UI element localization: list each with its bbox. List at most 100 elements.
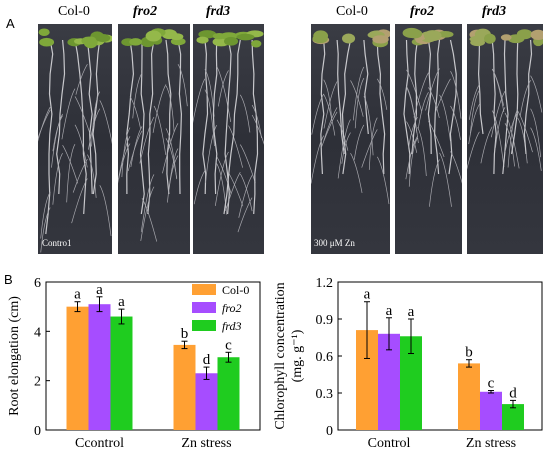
seedling-drawing <box>118 28 188 242</box>
y-tick-label: 0 <box>34 424 41 439</box>
significance-letter: a <box>74 287 81 303</box>
significance-letter: a <box>364 287 371 303</box>
lateral-root <box>519 80 531 117</box>
lateral-root <box>408 137 418 187</box>
lateral-root <box>51 113 63 168</box>
bar <box>502 404 524 430</box>
lateral-root <box>61 88 76 140</box>
lateral-root <box>165 85 175 132</box>
lateral-root <box>52 115 63 152</box>
y-tick-label: 0.9 <box>316 313 334 328</box>
lateral-root <box>353 124 365 160</box>
leaf <box>39 37 55 47</box>
root-line <box>126 39 135 195</box>
bar <box>173 344 196 430</box>
lateral-root <box>429 159 440 207</box>
root-line <box>491 39 497 175</box>
lateral-root <box>38 109 51 139</box>
leaf <box>145 30 162 42</box>
lateral-root <box>530 127 542 172</box>
lateral-root <box>140 186 155 241</box>
lateral-root <box>216 66 232 122</box>
root-line <box>433 39 441 175</box>
y-tick-label: 4 <box>34 325 41 340</box>
significance-letter: b <box>181 326 189 342</box>
seedling-drawing <box>467 28 543 175</box>
legend-label: Col-0 <box>222 283 249 297</box>
legend-swatch <box>192 284 216 295</box>
root-line <box>477 39 484 135</box>
root-line <box>147 39 155 215</box>
lateral-root <box>490 90 506 138</box>
y-axis-label: Root elongation (cm) <box>7 296 22 416</box>
leaf <box>251 40 262 48</box>
condition-label-control: Contro1 <box>42 238 72 248</box>
lateral-root <box>337 119 351 179</box>
bar <box>195 373 218 430</box>
legend-swatch <box>192 320 216 331</box>
lateral-root <box>470 89 480 134</box>
seedling-drawing <box>402 27 462 207</box>
leaf <box>236 33 255 41</box>
lateral-root <box>72 158 88 193</box>
lateral-root <box>428 120 445 158</box>
root-line <box>502 39 509 175</box>
lateral-root <box>504 122 515 167</box>
leaf <box>224 36 239 46</box>
lateral-root <box>406 121 418 153</box>
lateral-root <box>87 154 97 198</box>
y-tick-label: 2 <box>34 375 41 390</box>
y-tick-label: 0 <box>326 424 333 439</box>
root-line <box>336 39 345 155</box>
lateral-root <box>168 155 179 190</box>
seedling-drawing <box>38 28 112 253</box>
leaf <box>500 34 512 41</box>
lateral-root <box>225 171 241 211</box>
seedling-photo-col0-zn <box>311 24 390 254</box>
root-line <box>139 40 145 215</box>
lateral-root <box>376 156 390 205</box>
significance-letter: d <box>509 385 517 401</box>
lateral-root <box>193 78 206 124</box>
lateral-root <box>130 126 143 168</box>
root-line <box>74 39 87 215</box>
leaf <box>342 33 356 44</box>
lateral-root <box>40 207 51 253</box>
lateral-root <box>354 77 365 129</box>
leaf <box>95 34 111 43</box>
leaf <box>530 29 543 41</box>
x-tick-label: Zn stress <box>466 436 516 451</box>
seedling-photo-fro2-zn <box>395 24 462 254</box>
photo-label-frd3-control: frd3 <box>206 4 231 19</box>
lateral-root <box>239 144 256 184</box>
leaf <box>372 35 389 44</box>
root-line <box>223 39 241 215</box>
lateral-root <box>450 70 462 119</box>
leaf <box>484 33 496 44</box>
lateral-root <box>434 78 451 114</box>
leaf <box>507 34 525 44</box>
photo-label-col0-control: Col-0 <box>58 4 90 19</box>
lateral-root <box>88 108 101 150</box>
lateral-root <box>204 89 215 147</box>
lateral-root <box>530 75 543 113</box>
significance-letter: a <box>408 304 415 320</box>
lateral-root <box>238 175 253 218</box>
lateral-root <box>152 84 167 133</box>
bar <box>88 304 111 430</box>
lateral-root <box>323 81 338 129</box>
root-line <box>448 39 457 175</box>
lateral-root <box>75 64 88 95</box>
lateral-root <box>237 197 253 233</box>
seedling-photo-frd3-control <box>193 24 264 254</box>
bar <box>458 363 480 430</box>
lateral-root <box>167 148 179 203</box>
panel-b-letter: B <box>4 272 13 287</box>
lateral-root <box>239 173 253 212</box>
root-line <box>56 39 66 195</box>
lateral-root <box>205 125 218 183</box>
leaf <box>313 30 329 42</box>
legend-swatch <box>192 302 216 313</box>
lateral-root <box>341 132 351 164</box>
root-line <box>411 39 419 155</box>
